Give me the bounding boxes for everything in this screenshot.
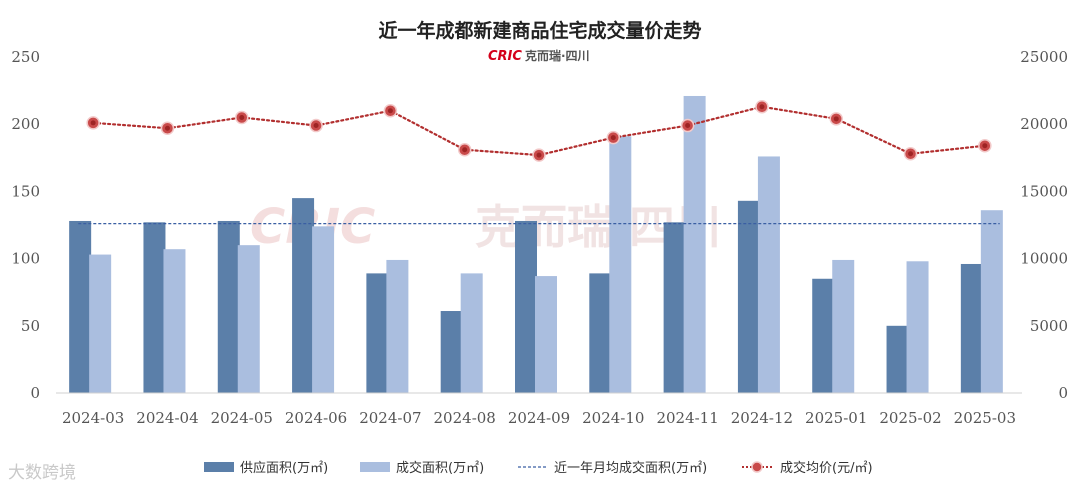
price-point-core	[536, 152, 542, 158]
chart-title: 近一年成都新建商品住宅成交量价走势	[378, 19, 701, 42]
left-tick-label: 0	[30, 384, 40, 402]
supply-bar	[737, 200, 760, 393]
supply-bar	[515, 220, 537, 393]
price-point-core	[610, 135, 616, 141]
price-point-core	[313, 123, 319, 129]
legend-swatch-supply	[204, 462, 234, 472]
brand-logo: CRIC 克而瑞·四川	[488, 48, 590, 64]
right-tick-label: 25000	[1020, 48, 1068, 66]
deal-bar	[757, 156, 780, 393]
supply-bar	[366, 273, 389, 393]
right-tick-label: 20000	[1020, 115, 1068, 133]
left-tick-label: 200	[11, 115, 40, 133]
x-tick-label: 2024-09	[508, 409, 570, 427]
left-tick-label: 100	[11, 250, 40, 268]
supply-bar	[292, 198, 315, 393]
bars	[69, 95, 1003, 393]
right-tick-label: 15000	[1020, 182, 1068, 200]
right-tick-label: 10000	[1020, 250, 1068, 268]
deal-bar	[89, 254, 112, 393]
deal-bar	[980, 210, 1003, 393]
supply-bar	[886, 325, 909, 393]
legend: 供应面积(万㎡) 成交面积(万㎡) 近一年月均成交面积(万㎡) 成交均价(元/㎡…	[204, 460, 873, 476]
price-point-core	[759, 104, 765, 110]
supply-bar	[143, 222, 166, 393]
x-tick-label: 2025-03	[954, 409, 1016, 427]
x-tick-label: 2024-04	[136, 409, 198, 427]
x-tick-label: 2024-06	[285, 409, 347, 427]
corner-watermark: 大数跨境	[8, 463, 76, 483]
deal-bar	[237, 245, 260, 393]
price-point-core	[462, 147, 468, 153]
x-tick-label: 2024-10	[582, 409, 644, 427]
price-point-core	[164, 125, 170, 131]
supply-bar	[217, 220, 240, 393]
category-labels: 2024-03 2024-04 2024-05 2024-06 2024-07 2024-…	[62, 409, 1016, 427]
supply-bar	[69, 220, 92, 393]
deal-bar	[609, 136, 632, 393]
left-axis: 0 50 100 150 200 250	[11, 48, 40, 402]
price-point-core	[833, 116, 839, 122]
legend-label-supply: 供应面积(万㎡)	[240, 460, 328, 476]
price-point-core	[90, 120, 96, 126]
x-tick-label: 2025-02	[879, 409, 941, 427]
supply-bar	[663, 222, 686, 393]
x-tick-label: 2024-03	[62, 409, 124, 427]
price-point-core	[982, 143, 988, 149]
legend-swatch-deal	[360, 462, 390, 472]
price-point-core	[908, 151, 914, 157]
deal-bar	[535, 276, 557, 393]
x-tick-label: 2024-12	[731, 409, 793, 427]
deal-bar	[386, 259, 409, 393]
x-tick-label: 2024-11	[656, 409, 718, 427]
supply-bar	[589, 273, 612, 393]
partner-logo: 克而瑞·四川	[525, 48, 590, 63]
deal-bar	[460, 273, 483, 393]
supply-bar	[960, 263, 983, 393]
deal-bar	[163, 249, 186, 393]
x-tick-label: 2024-05	[211, 409, 273, 427]
right-tick-label: 5000	[1030, 317, 1068, 335]
legend-label-deal: 成交面积(万㎡)	[396, 460, 484, 476]
legend-label-price: 成交均价(元/㎡)	[780, 460, 873, 476]
price-line	[86, 99, 992, 162]
x-tick-label: 2024-08	[434, 409, 496, 427]
price-polyline	[92, 105, 986, 157]
price-point-core	[387, 108, 393, 114]
left-tick-label: 250	[11, 48, 40, 66]
legend-label-avg: 近一年月均成交面积(万㎡)	[554, 460, 707, 476]
right-tick-label: 0	[1058, 384, 1068, 402]
price-point-core	[239, 114, 245, 120]
x-tick-label: 2025-01	[805, 409, 867, 427]
left-tick-label: 150	[11, 182, 40, 200]
deal-bar	[906, 261, 929, 393]
legend-swatch-price-dot	[751, 461, 763, 473]
price-point-core	[685, 123, 691, 129]
deal-bar	[832, 259, 855, 393]
left-tick-label: 50	[21, 317, 40, 335]
x-tick-label: 2024-07	[359, 409, 421, 427]
supply-bar	[440, 311, 463, 393]
deal-bar	[312, 226, 335, 393]
cric-logo: CRIC	[488, 49, 522, 64]
right-axis: 0 5000 10000 15000 20000 25000	[1020, 48, 1068, 402]
supply-bar	[812, 278, 835, 393]
deal-bar	[683, 95, 706, 393]
